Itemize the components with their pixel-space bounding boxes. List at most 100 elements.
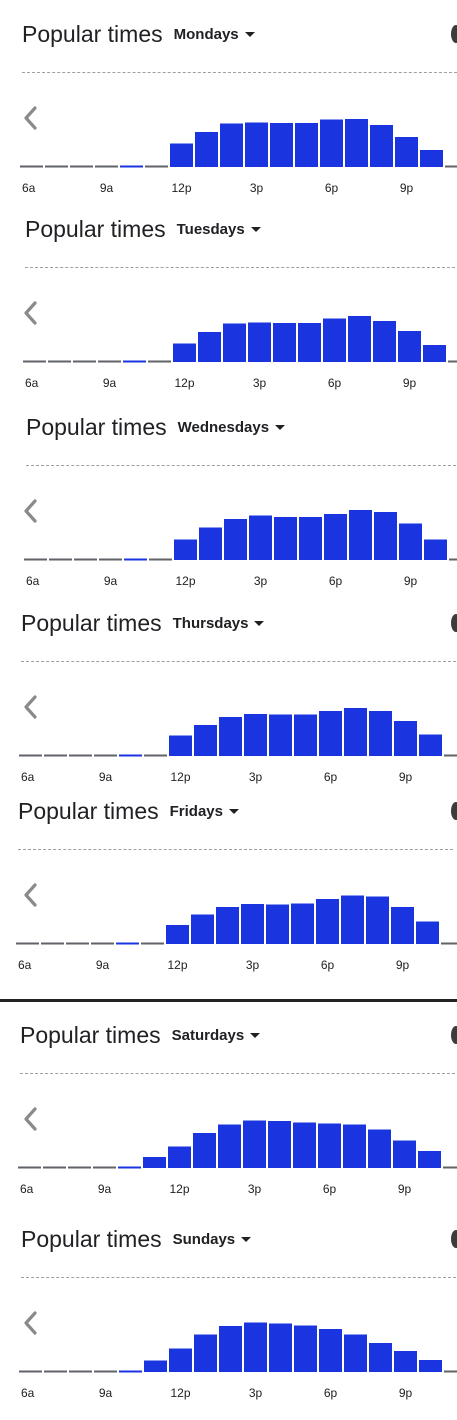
- x-tick-label: 12p: [175, 574, 195, 588]
- x-tick-label: 9p: [404, 574, 418, 588]
- chart-bar: [199, 527, 222, 560]
- chart-bar: [423, 345, 446, 362]
- chart-bar: [173, 343, 196, 362]
- chevron-left-icon[interactable]: [20, 881, 42, 909]
- chart-bar: [169, 735, 192, 756]
- x-tick-label: 6p: [321, 958, 335, 972]
- x-tick-label: 3p: [249, 1386, 263, 1400]
- chevron-left-icon[interactable]: [20, 1105, 42, 1133]
- x-tick-label: 6a: [21, 1386, 35, 1400]
- x-tick-label: 6a: [22, 181, 36, 195]
- chart-bar: [366, 896, 389, 944]
- chart-bar: [220, 123, 243, 167]
- dashed-separator: [21, 661, 456, 662]
- x-tick-label: 6p: [328, 376, 342, 390]
- chart-bar: [320, 119, 343, 167]
- day-dropdown-label: Mondays: [173, 25, 239, 43]
- info-icon[interactable]: [451, 614, 457, 632]
- x-tick-label: 12p: [167, 958, 187, 972]
- info-icon[interactable]: [451, 1026, 457, 1044]
- chart-bar: [294, 714, 317, 756]
- dashed-separator: [26, 465, 457, 466]
- day-dropdown-label: Wednesdays: [177, 418, 270, 436]
- chart-bar: [168, 1146, 191, 1168]
- x-tick-label: 12p: [170, 1386, 190, 1400]
- popular-times-chart: 6a 9a 12p 3p 6p 9p: [19, 708, 457, 784]
- popular-times-header: Popular times Thursdays: [21, 601, 265, 645]
- info-icon[interactable]: [451, 1230, 457, 1248]
- chart-bar: [144, 1360, 167, 1372]
- chart-bar: [343, 1124, 366, 1168]
- chart-bar: [241, 904, 264, 944]
- popular-times-header: Popular times Wednesdays: [26, 405, 286, 449]
- chart-bar: [195, 132, 218, 167]
- chart-bar: [393, 1140, 416, 1168]
- popular-times-card: Popular times Saturdays 6a 9a 12p 3p 6p 9p: [0, 1013, 457, 1203]
- day-dropdown-label: Sundays: [172, 1230, 236, 1248]
- chart-bar: [245, 122, 268, 167]
- x-tick-label: 3p: [246, 958, 260, 972]
- info-icon[interactable]: [451, 802, 457, 820]
- popular-times-card: Popular times Sundays 6a 9a 12p 3p 6p 9p: [0, 1217, 457, 1407]
- chart-bar: [318, 1123, 341, 1168]
- x-tick-label: 12p: [170, 770, 190, 784]
- dashed-separator: [25, 267, 457, 268]
- chart-bar: [295, 123, 318, 167]
- popular-times-chart: 6a 9a 12p 3p 6p 9p: [23, 316, 457, 390]
- chart-bar: [298, 323, 321, 362]
- chart-bar: [274, 517, 297, 560]
- x-tick-label: 6a: [25, 376, 39, 390]
- x-tick-label: 6a: [21, 770, 35, 784]
- popular-times-header: Popular times Tuesdays: [25, 207, 261, 251]
- dashed-separator: [21, 1277, 456, 1278]
- chart-bar: [348, 316, 371, 362]
- popular-times-header: Popular times Sundays: [21, 1217, 252, 1261]
- day-dropdown[interactable]: Tuesdays: [177, 221, 261, 238]
- day-dropdown[interactable]: Sundays: [173, 1231, 252, 1248]
- dashed-separator: [20, 1073, 455, 1074]
- x-tick-label: 6p: [329, 574, 343, 588]
- chart-bar: [170, 143, 193, 167]
- popular-times-title: Popular times: [21, 1225, 162, 1252]
- info-icon[interactable]: [451, 25, 457, 43]
- popular-times-chart: 6a 9a 12p 3p 6p 9p: [24, 510, 457, 588]
- chart-bar: [219, 717, 242, 756]
- day-dropdown[interactable]: Fridays: [170, 803, 239, 820]
- x-tick-label: 12p: [169, 1182, 189, 1196]
- day-dropdown-label: Tuesdays: [176, 220, 245, 238]
- chart-bar: [270, 123, 293, 167]
- day-dropdown[interactable]: Thursdays: [173, 615, 265, 632]
- chart-bar: [368, 1129, 391, 1168]
- day-dropdown[interactable]: Wednesdays: [177, 418, 286, 436]
- x-tick-label: 3p: [253, 376, 267, 390]
- caret-down-icon: [250, 226, 261, 232]
- chevron-left-icon[interactable]: [20, 693, 42, 721]
- chevron-left-icon[interactable]: [20, 497, 42, 525]
- caret-down-icon: [254, 620, 265, 626]
- dashed-separator: [18, 849, 453, 850]
- x-tick-label: 9a: [99, 1386, 113, 1400]
- chevron-left-icon[interactable]: [20, 299, 42, 327]
- day-dropdown[interactable]: Mondays: [174, 26, 255, 43]
- chart-bar: [244, 1322, 267, 1372]
- chart-bar: [424, 539, 447, 560]
- day-dropdown[interactable]: Saturdays: [172, 1027, 261, 1044]
- chevron-left-icon[interactable]: [20, 1309, 42, 1337]
- popular-times-header: Popular times Mondays: [22, 12, 255, 56]
- x-tick-label: 9a: [104, 574, 118, 588]
- chart-bar: [374, 512, 397, 560]
- popular-times-title: Popular times: [18, 797, 159, 824]
- popular-times-title: Popular times: [25, 215, 166, 242]
- chart-bar: [219, 1326, 242, 1372]
- chart-bar: [416, 921, 439, 944]
- popular-times-chart: 6a 9a 12p 3p 6p 9p: [20, 119, 457, 195]
- chevron-left-icon[interactable]: [20, 104, 42, 132]
- chart-bar: [395, 137, 418, 167]
- chart-bar: [369, 1343, 392, 1372]
- chart-bar: [269, 1323, 292, 1372]
- chart-bar: [344, 708, 367, 756]
- chart-bar: [316, 899, 339, 944]
- chart-bar: [323, 318, 346, 362]
- chart-bar: [399, 523, 422, 560]
- section-divider: [0, 999, 457, 1002]
